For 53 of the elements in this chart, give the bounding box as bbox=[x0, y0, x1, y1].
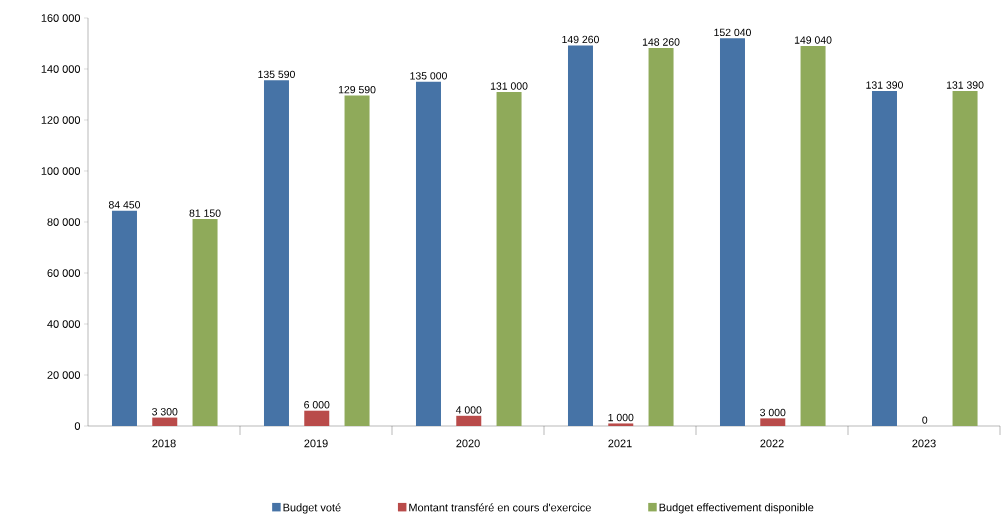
data-label: 148 260 bbox=[642, 38, 680, 46]
bar bbox=[800, 45, 826, 426]
legend-label: Budget voté bbox=[283, 503, 341, 514]
data-label: 129 590 bbox=[338, 85, 376, 94]
bar bbox=[871, 90, 897, 426]
data-label: 4 000 bbox=[455, 406, 482, 414]
y-tick-label: 80 000 bbox=[47, 218, 81, 226]
data-label: 0 bbox=[922, 416, 928, 424]
bar bbox=[344, 95, 370, 426]
data-label: 84 450 bbox=[108, 201, 141, 209]
x-tick-label: 2019 bbox=[304, 439, 328, 448]
bar bbox=[304, 410, 330, 426]
y-tick-label: 40 000 bbox=[47, 320, 81, 328]
bar bbox=[456, 415, 482, 426]
bar bbox=[192, 219, 218, 426]
y-tick-label: 100 000 bbox=[41, 167, 81, 175]
bar bbox=[496, 91, 522, 426]
y-tick-label: 160 000 bbox=[41, 14, 81, 22]
bar bbox=[952, 90, 978, 426]
bar bbox=[719, 38, 745, 426]
data-label: 135 590 bbox=[258, 70, 295, 79]
legend-label: Montant transféré en cours d'exercice bbox=[409, 503, 591, 512]
data-label: 152 040 bbox=[714, 28, 751, 37]
data-label: 131 390 bbox=[946, 81, 984, 89]
x-tick-label: 2018 bbox=[152, 439, 176, 448]
legend-label: Budget effectivement disponible bbox=[659, 503, 814, 514]
y-tick-label: 140 000 bbox=[41, 65, 81, 73]
bar bbox=[152, 417, 178, 426]
data-label: 81 150 bbox=[189, 209, 221, 217]
bar bbox=[648, 47, 674, 426]
bar bbox=[608, 423, 634, 426]
x-tick-label: 2020 bbox=[456, 439, 480, 448]
x-tick-label: 2021 bbox=[608, 439, 632, 448]
data-label: 131 390 bbox=[866, 81, 903, 89]
bar bbox=[415, 81, 441, 426]
y-tick-label: 60 000 bbox=[47, 269, 81, 277]
data-label: 149 040 bbox=[794, 36, 832, 44]
y-tick-label: 0 bbox=[74, 422, 81, 430]
x-tick-label: 2023 bbox=[912, 439, 936, 448]
data-label: 149 260 bbox=[562, 35, 599, 44]
bar bbox=[567, 45, 593, 426]
data-label: 131 000 bbox=[490, 82, 528, 90]
data-label: 6 000 bbox=[304, 401, 330, 409]
bar bbox=[111, 210, 137, 426]
data-label: 3 300 bbox=[152, 407, 178, 416]
data-label: 135 000 bbox=[410, 72, 447, 80]
y-tick-label: 20 000 bbox=[47, 371, 81, 379]
data-label: 1 000 bbox=[608, 413, 634, 422]
bar bbox=[760, 418, 786, 426]
x-tick-label: 2022 bbox=[760, 439, 784, 448]
data-label: 3 000 bbox=[760, 408, 786, 417]
bar bbox=[263, 80, 289, 426]
y-tick-label: 120 000 bbox=[41, 116, 81, 124]
